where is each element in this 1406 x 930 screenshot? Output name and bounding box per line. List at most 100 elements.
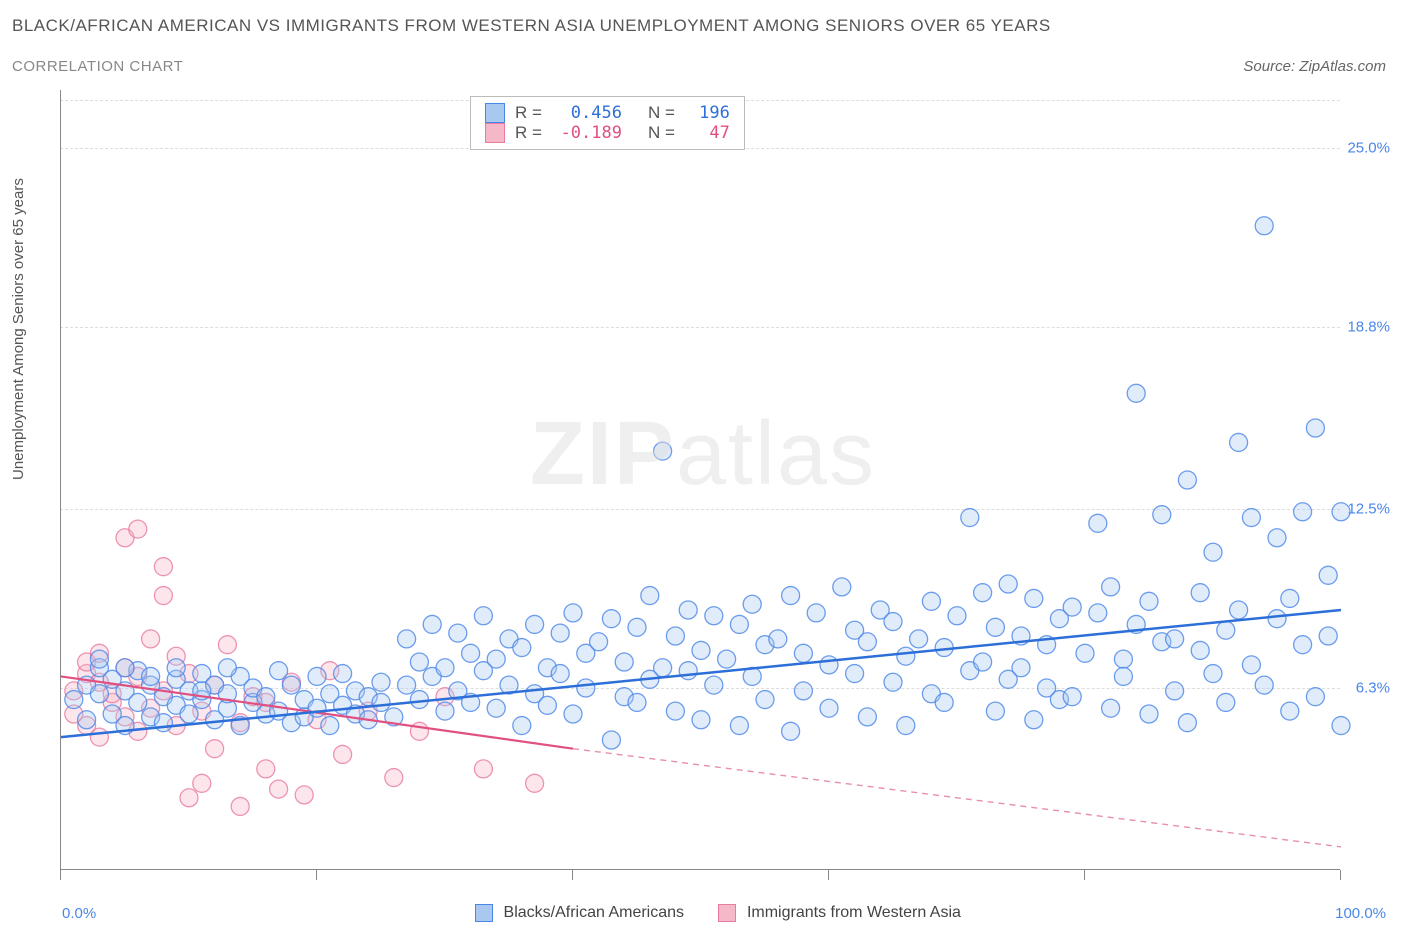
data-point [90, 685, 108, 703]
chart-subtitle: CORRELATION CHART [12, 58, 183, 75]
data-point [462, 644, 480, 662]
n-value-pink: 47 [685, 123, 730, 143]
data-point [833, 578, 851, 596]
legend-row-pink: R = -0.189 N = 47 [485, 123, 730, 143]
data-point [692, 641, 710, 659]
data-point [526, 615, 544, 633]
data-point [1102, 578, 1120, 596]
data-point [154, 558, 172, 576]
data-point [718, 650, 736, 668]
data-point [1166, 682, 1184, 700]
data-point [1191, 641, 1209, 659]
swatch-pink [718, 904, 736, 922]
data-point [628, 618, 646, 636]
data-point [321, 717, 339, 735]
data-point [410, 653, 428, 671]
data-point [1281, 589, 1299, 607]
data-point [1153, 506, 1171, 524]
data-point [513, 639, 531, 657]
trend-line [573, 749, 1341, 847]
source-value: ZipAtlas.com [1299, 58, 1386, 75]
data-point [705, 607, 723, 625]
data-point [1012, 659, 1030, 677]
data-point [858, 633, 876, 651]
data-point [897, 647, 915, 665]
data-point [564, 705, 582, 723]
source-credit: Source: ZipAtlas.com [1243, 58, 1386, 75]
data-point [487, 699, 505, 717]
data-point [590, 633, 608, 651]
data-point [820, 656, 838, 674]
data-point [602, 610, 620, 628]
data-point [551, 624, 569, 642]
data-point [78, 711, 96, 729]
data-point [986, 618, 1004, 636]
data-point [142, 667, 160, 685]
data-point [334, 745, 352, 763]
data-point [730, 615, 748, 633]
data-point [1268, 529, 1286, 547]
r-label: R = [515, 123, 542, 143]
data-point [1089, 604, 1107, 622]
data-point [628, 693, 646, 711]
legend-row-blue: R = 0.456 N = 196 [485, 103, 730, 123]
data-point [142, 630, 160, 648]
data-point [692, 711, 710, 729]
data-point [423, 615, 441, 633]
data-point [922, 592, 940, 610]
data-point [1255, 217, 1273, 235]
data-point [756, 691, 774, 709]
data-point [654, 659, 672, 677]
data-point [1076, 644, 1094, 662]
data-point [1166, 630, 1184, 648]
data-point [1306, 688, 1324, 706]
data-point [1025, 711, 1043, 729]
data-point [449, 624, 467, 642]
data-point [705, 676, 723, 694]
data-point [129, 693, 147, 711]
data-point [1204, 543, 1222, 561]
data-point [116, 659, 134, 677]
y-tick-label: 6.3% [1356, 680, 1390, 697]
data-point [1242, 656, 1260, 674]
data-point [1025, 589, 1043, 607]
data-point [180, 705, 198, 723]
data-point [1102, 699, 1120, 717]
data-point [1281, 702, 1299, 720]
data-point [730, 717, 748, 735]
data-point [807, 604, 825, 622]
data-point [884, 673, 902, 691]
data-point [1114, 667, 1132, 685]
data-point [820, 699, 838, 717]
plot-area [60, 90, 1340, 870]
correlation-legend: R = 0.456 N = 196 R = -0.189 N = 47 [470, 96, 745, 150]
data-point [538, 696, 556, 714]
data-point [602, 731, 620, 749]
data-point [884, 613, 902, 631]
data-point [257, 688, 275, 706]
data-point [206, 740, 224, 758]
data-point [782, 722, 800, 740]
data-point [218, 659, 236, 677]
data-point [961, 509, 979, 527]
data-point [743, 595, 761, 613]
data-point [615, 653, 633, 671]
data-point [398, 676, 416, 694]
r-label: R = [515, 103, 542, 123]
data-point [1089, 514, 1107, 532]
data-point [1217, 621, 1235, 639]
data-point [948, 607, 966, 625]
data-point [782, 587, 800, 605]
data-point [986, 702, 1004, 720]
data-point [679, 601, 697, 619]
data-point [90, 728, 108, 746]
data-point [577, 679, 595, 697]
data-point [129, 520, 147, 538]
data-point [654, 442, 672, 460]
y-tick-label: 25.0% [1347, 139, 1390, 156]
data-point [526, 774, 544, 792]
y-tick-label: 12.5% [1347, 500, 1390, 517]
data-point [218, 636, 236, 654]
data-point [794, 682, 812, 700]
y-tick-label: 18.8% [1347, 318, 1390, 335]
